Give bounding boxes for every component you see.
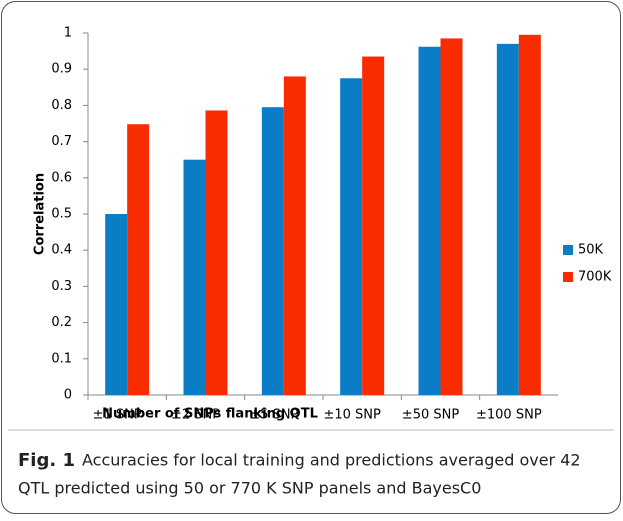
y-tick-label: 0.8: [51, 98, 72, 113]
caption-text: QTL predicted using 50 or 770 K SNP pane…: [18, 479, 481, 498]
bar: [183, 159, 206, 395]
bar: [496, 43, 519, 396]
y-tick-label: 0.6: [51, 170, 72, 185]
legend-label: 50K: [578, 243, 604, 258]
y-tick-label: 0: [64, 388, 72, 403]
y-axis-label: Correlation: [33, 173, 48, 255]
x-tick-label: ±1 SNP: [93, 408, 142, 423]
x-tick-label: ±5 SNP: [249, 408, 298, 423]
y-tick-label: 0.1: [51, 351, 72, 366]
x-tick-label: ±10 SNP: [323, 408, 381, 423]
y-tick-label: 0.4: [51, 243, 72, 258]
caption-text: Accuracies for local training and predic…: [82, 451, 581, 470]
y-tick-label: 0.3: [51, 279, 72, 294]
legend-label: 700K: [578, 270, 612, 285]
bar: [127, 124, 150, 395]
x-tick-label: ±100 SNP: [476, 408, 542, 423]
legend-swatch: [563, 245, 573, 255]
y-tick-label: 0.7: [51, 134, 72, 149]
x-tick-label: ±2 SNP: [171, 408, 220, 423]
bar: [340, 78, 363, 395]
bar: [205, 110, 228, 395]
bar: [283, 76, 306, 395]
y-tick-label: 0.2: [51, 315, 72, 330]
y-tick-label: 0.5: [51, 207, 72, 222]
bar: [518, 34, 541, 396]
figure-border: [1, 1, 621, 514]
y-tick-label: 0.9: [51, 62, 72, 77]
caption-label: Fig. 1: [18, 450, 75, 471]
y-tick-label: 1: [64, 26, 72, 41]
legend-swatch: [563, 272, 573, 282]
x-tick-label: ±50 SNP: [402, 408, 460, 423]
bar: [105, 214, 128, 395]
bar: [261, 107, 284, 396]
x-axis-label: Number of SNPs flanking QTL: [102, 407, 318, 422]
bar: [440, 38, 463, 396]
bar: [362, 56, 385, 395]
bar: [418, 46, 441, 395]
